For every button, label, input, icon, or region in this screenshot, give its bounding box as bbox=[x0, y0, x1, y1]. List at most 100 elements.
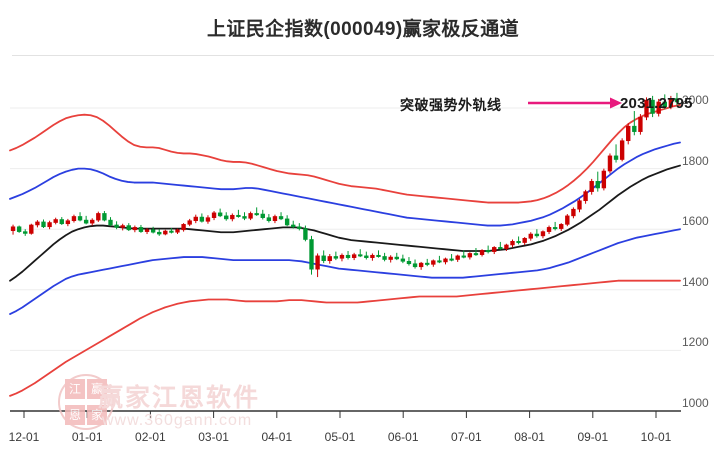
candlestick bbox=[333, 251, 339, 261]
candlestick bbox=[242, 212, 247, 221]
candlestick bbox=[53, 217, 58, 225]
candlestick bbox=[583, 189, 588, 204]
candlestick bbox=[102, 211, 107, 222]
candlestick bbox=[272, 214, 278, 224]
candlestick bbox=[41, 219, 46, 228]
candlestick bbox=[492, 246, 497, 255]
candlestick bbox=[205, 215, 211, 224]
candlestick bbox=[96, 211, 101, 222]
candlestick bbox=[65, 218, 71, 227]
x-axis-label: 03-01 bbox=[198, 430, 229, 444]
breakout-arrow-icon bbox=[528, 97, 622, 109]
candlestick bbox=[59, 217, 64, 225]
candlestick bbox=[498, 241, 503, 250]
candlestick bbox=[181, 223, 186, 232]
candlestick bbox=[157, 229, 162, 236]
candlestick bbox=[284, 215, 290, 227]
candlestick bbox=[169, 227, 174, 234]
candlestick bbox=[144, 227, 150, 235]
candlestick bbox=[376, 250, 381, 258]
candlestick bbox=[388, 255, 393, 263]
candlestick bbox=[461, 250, 466, 259]
candlestick bbox=[90, 218, 95, 226]
candlestick bbox=[522, 237, 527, 245]
candlestick bbox=[339, 253, 345, 262]
candlestick bbox=[120, 223, 125, 231]
x-axis-label: 07-01 bbox=[451, 430, 482, 444]
candlestick bbox=[449, 254, 454, 262]
candlestick bbox=[479, 249, 485, 257]
candlestick bbox=[431, 259, 436, 267]
candlestick bbox=[260, 209, 265, 220]
candlestick bbox=[230, 213, 235, 222]
x-axis-label: 09-01 bbox=[577, 430, 609, 444]
candlestick bbox=[175, 228, 180, 235]
candlestick bbox=[504, 243, 509, 252]
candlestick bbox=[400, 254, 406, 264]
candlestick bbox=[10, 224, 16, 235]
candlestick bbox=[656, 98, 661, 117]
candlestick bbox=[345, 251, 351, 260]
candlestick bbox=[23, 229, 28, 236]
x-axis-label: 05-01 bbox=[324, 430, 356, 444]
breakout-annotation-text: 突破强势外轨线 bbox=[400, 97, 502, 113]
candlestick bbox=[309, 235, 314, 275]
candlestick bbox=[126, 223, 131, 232]
page-title: 上证民企指数(000049)赢家极反通道 bbox=[206, 19, 520, 40]
candlestick bbox=[266, 214, 272, 223]
candlestick bbox=[674, 92, 680, 105]
candlestick bbox=[565, 214, 570, 227]
candlestick bbox=[236, 209, 241, 218]
candlestick bbox=[382, 252, 387, 262]
candlestick bbox=[370, 253, 375, 261]
candlestick bbox=[619, 138, 625, 162]
candlestick bbox=[571, 207, 576, 219]
x-axis-label: 01-01 bbox=[71, 430, 103, 444]
candlestick bbox=[559, 223, 564, 232]
candlestick bbox=[327, 254, 332, 264]
candlestick bbox=[364, 251, 369, 260]
candlestick bbox=[595, 171, 600, 192]
candlestick bbox=[217, 208, 223, 218]
candlestick bbox=[577, 198, 582, 213]
candlestick bbox=[540, 230, 546, 239]
candlestick bbox=[528, 232, 533, 241]
candlestick bbox=[467, 252, 473, 260]
y-axis-label: 2000 bbox=[682, 93, 709, 107]
candlestick bbox=[108, 217, 113, 227]
candlestick bbox=[626, 123, 631, 145]
candlestick bbox=[437, 255, 442, 264]
candlestick bbox=[199, 213, 205, 223]
x-axis-label: 06-01 bbox=[387, 430, 419, 444]
y-axis-label: 1600 bbox=[682, 214, 709, 229]
candlestick bbox=[644, 97, 649, 121]
candlestick bbox=[358, 249, 363, 258]
candlestick bbox=[552, 221, 558, 231]
candlestick bbox=[394, 252, 399, 261]
candlestick bbox=[77, 212, 83, 222]
candlestick bbox=[510, 239, 515, 248]
candlestick bbox=[193, 214, 198, 224]
candlestick bbox=[303, 225, 308, 242]
candlestick bbox=[315, 253, 320, 278]
candlestick bbox=[211, 211, 217, 221]
candlestick bbox=[321, 250, 326, 264]
band-line bbox=[9, 141, 681, 227]
candlestick bbox=[16, 225, 22, 233]
candlestick bbox=[638, 114, 643, 135]
candlestick bbox=[473, 247, 479, 256]
y-axis-label: 1200 bbox=[682, 335, 709, 350]
candlestick bbox=[138, 224, 144, 233]
candlestick bbox=[668, 95, 674, 110]
candlestick bbox=[114, 221, 119, 230]
candlestick bbox=[632, 111, 637, 136]
candlestick bbox=[406, 257, 412, 266]
last-price-label: 2031.2795 bbox=[620, 95, 693, 112]
candlestick bbox=[248, 211, 253, 221]
candlestick bbox=[546, 225, 552, 235]
candlestick bbox=[71, 214, 77, 223]
band-line bbox=[9, 228, 681, 315]
candlestick bbox=[150, 226, 156, 234]
